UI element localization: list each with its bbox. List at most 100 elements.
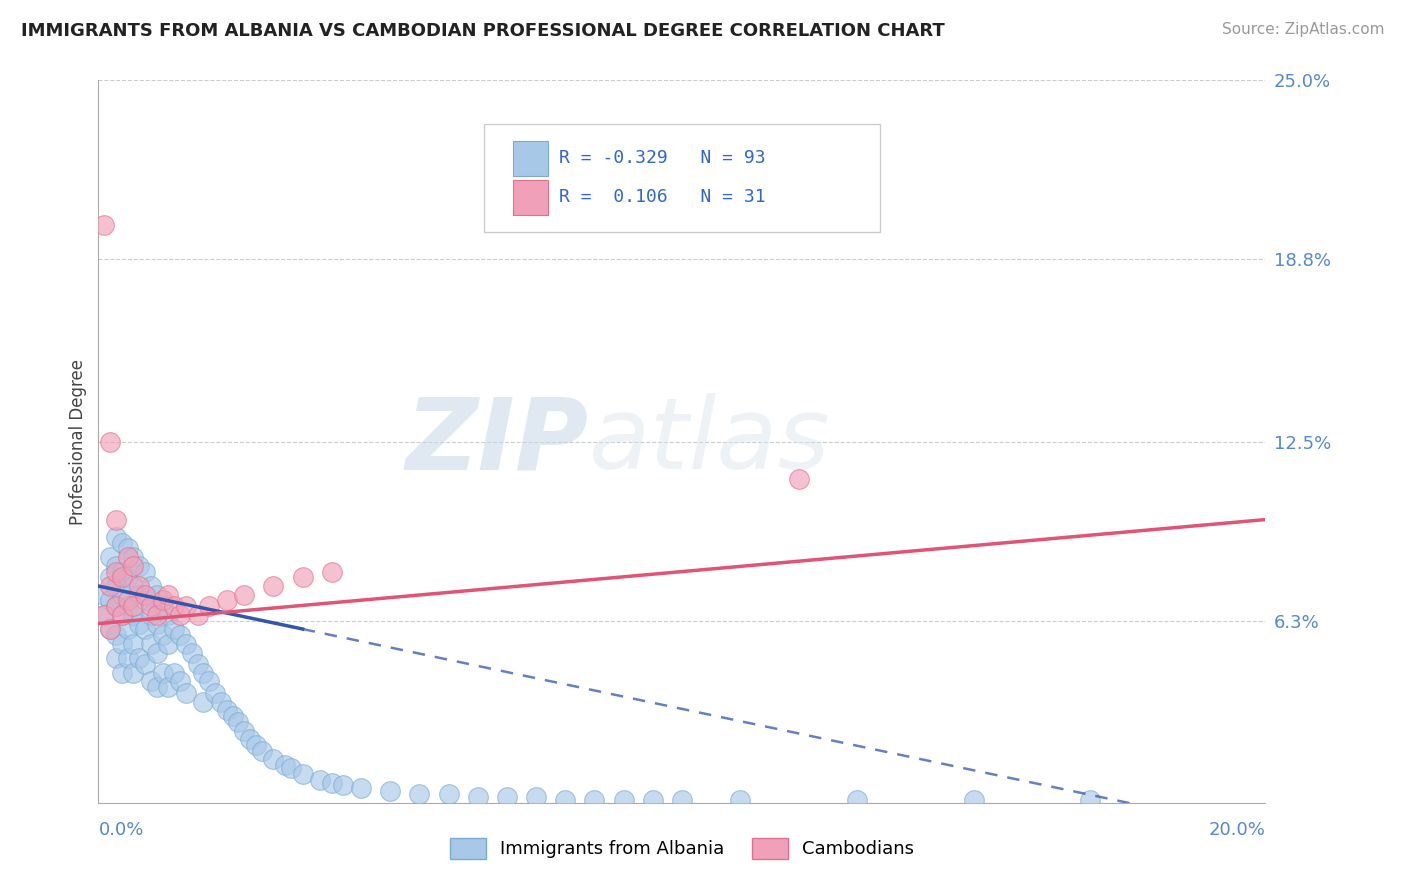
Point [98, 623, 121, 637]
Point [250, 744, 273, 758]
Point [496, 790, 519, 805]
Point [221, 709, 243, 723]
Point [146, 680, 169, 694]
Point [98, 593, 121, 607]
Point [98, 570, 121, 584]
Point [163, 665, 186, 680]
Point [104, 565, 127, 579]
Point [93, 218, 115, 232]
Point [98, 550, 121, 565]
Point [139, 579, 162, 593]
Point [111, 607, 134, 622]
Point [111, 637, 134, 651]
Y-axis label: Professional Degree: Professional Degree [69, 359, 87, 524]
Point [174, 637, 197, 651]
Point [117, 570, 139, 584]
Point [408, 787, 430, 801]
Point [233, 588, 256, 602]
Point [93, 607, 115, 622]
Point [146, 588, 169, 602]
Text: Source: ZipAtlas.com: Source: ZipAtlas.com [1222, 22, 1385, 37]
Point [198, 674, 221, 689]
Point [139, 674, 162, 689]
Point [245, 738, 267, 752]
Text: R =  0.106   N = 31: R = 0.106 N = 31 [560, 188, 766, 206]
Point [134, 588, 156, 602]
Point [524, 790, 547, 805]
Point [321, 775, 343, 789]
Point [122, 607, 145, 622]
Point [169, 674, 191, 689]
Point [193, 695, 215, 709]
Point [169, 628, 191, 642]
Point [98, 434, 121, 449]
Point [128, 588, 150, 602]
Point [157, 607, 180, 622]
Text: IMMIGRANTS FROM ALBANIA VS CAMBODIAN PROFESSIONAL DEGREE CORRELATION CHART: IMMIGRANTS FROM ALBANIA VS CAMBODIAN PRO… [21, 22, 945, 40]
Point [104, 599, 127, 614]
Point [187, 657, 209, 671]
Point [157, 588, 180, 602]
Point [962, 793, 984, 807]
Point [139, 607, 162, 622]
Point [152, 665, 174, 680]
Point [152, 593, 174, 607]
Legend: Immigrants from Albania, Cambodians: Immigrants from Albania, Cambodians [443, 830, 921, 866]
Point [139, 637, 162, 651]
Point [152, 599, 174, 614]
Point [117, 541, 139, 556]
Point [163, 623, 186, 637]
Text: 20.0%: 20.0% [1209, 821, 1265, 838]
Point [583, 793, 606, 807]
Point [215, 593, 238, 607]
Point [111, 588, 134, 602]
FancyBboxPatch shape [484, 124, 880, 232]
Point [291, 570, 314, 584]
Point [134, 623, 156, 637]
Point [350, 781, 373, 796]
Point [117, 599, 139, 614]
Point [554, 793, 576, 807]
Point [104, 651, 127, 665]
Point [787, 472, 810, 486]
Point [128, 616, 150, 631]
Point [122, 558, 145, 573]
Point [93, 607, 115, 622]
Point [332, 779, 354, 793]
Point [128, 558, 150, 573]
Point [671, 793, 693, 807]
Point [117, 593, 139, 607]
Point [111, 565, 134, 579]
Point [104, 628, 127, 642]
Point [380, 784, 402, 798]
Point [111, 607, 134, 622]
Point [111, 535, 134, 549]
Point [215, 703, 238, 717]
Point [104, 530, 127, 544]
Point [139, 599, 162, 614]
Text: atlas: atlas [589, 393, 830, 490]
Bar [513, 180, 548, 215]
Point [122, 665, 145, 680]
Point [128, 579, 150, 593]
Point [104, 579, 127, 593]
Point [204, 686, 226, 700]
Point [193, 665, 215, 680]
Point [93, 588, 115, 602]
Point [198, 599, 221, 614]
Point [117, 550, 139, 565]
Point [209, 695, 232, 709]
Point [169, 607, 191, 622]
Point [262, 579, 284, 593]
Point [437, 787, 460, 801]
Point [309, 772, 332, 787]
Point [134, 565, 156, 579]
Point [157, 637, 180, 651]
Point [134, 657, 156, 671]
Point [146, 616, 169, 631]
Point [128, 651, 150, 665]
Point [104, 558, 127, 573]
Point [180, 646, 202, 660]
Point [111, 665, 134, 680]
Point [104, 599, 127, 614]
